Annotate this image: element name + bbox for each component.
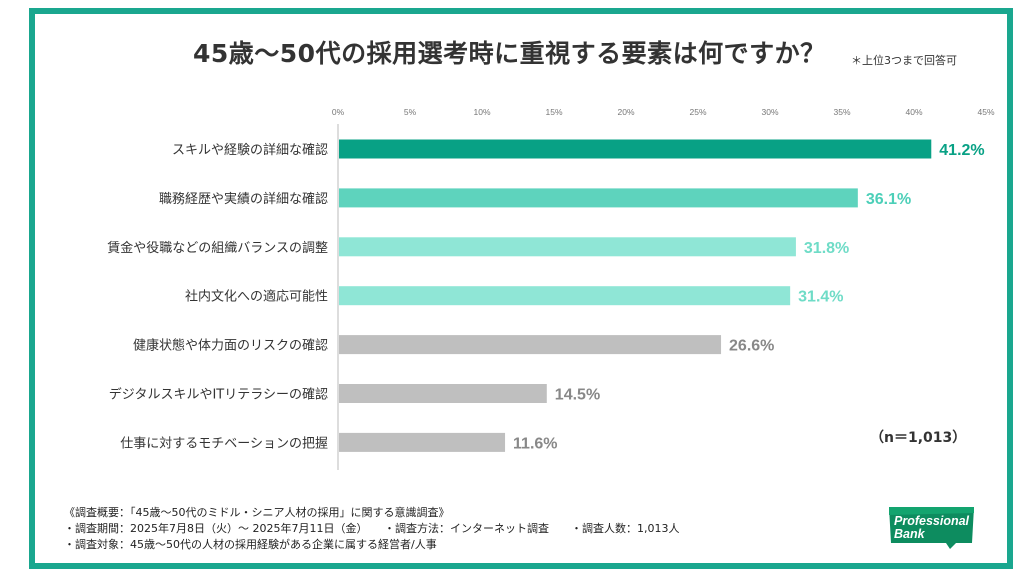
- bar: [339, 384, 547, 403]
- bar: [339, 188, 858, 208]
- category-label: 仕事に対するモチベーションの把握: [120, 436, 328, 451]
- x-tick-label: 35%: [833, 107, 850, 117]
- bar: [339, 432, 506, 452]
- footnote-line: 《調査概要：「45歳〜50代のミドル・シニア人材の採用」に関する意識調査》: [64, 506, 450, 519]
- x-tick-label: 10%: [473, 107, 490, 117]
- x-tick-label: 15%: [545, 107, 562, 117]
- x-tick-label: 30%: [761, 107, 778, 117]
- value-label: 14.5%: [555, 387, 600, 404]
- x-tick-label: 45%: [977, 107, 994, 117]
- value-label: 31.8%: [804, 240, 849, 257]
- bar: [339, 139, 932, 159]
- bar: [339, 335, 722, 355]
- category-label: スキルや経験の詳細な確認: [172, 142, 328, 158]
- x-tick-label: 5%: [404, 107, 417, 117]
- value-label: 41.2%: [939, 142, 984, 159]
- survey-footnote: 《調査概要：「45歳〜50代のミドル・シニア人材の採用」に関する意識調査》 ・調…: [64, 505, 679, 553]
- x-tick-label: 25%: [689, 107, 706, 117]
- chart-title: 45歳〜50代の採用選考時に重視する要素は何ですか？: [193, 39, 826, 68]
- value-label: 26.6%: [729, 338, 774, 355]
- category-label: デジタルスキルやITリテラシーの確認: [109, 387, 328, 403]
- category-label: 賃金や役職などの組織バランスの調整: [107, 240, 328, 256]
- x-tick-label: 40%: [905, 107, 922, 117]
- footnote-line: ・調査対象：45歳〜50代の人材の採用経験がある企業に属する経営者/人事: [64, 538, 437, 551]
- sample-size-label: （n＝1,013）: [870, 430, 967, 446]
- x-tick-label: 0%: [332, 107, 345, 117]
- value-label: 31.4%: [798, 289, 843, 306]
- category-label: 職務経歴や実績の詳細な確認: [159, 191, 328, 207]
- category-label: 健康状態や体力面のリスクの確認: [133, 338, 328, 354]
- value-label: 11.6%: [513, 435, 557, 452]
- x-tick-label: 20%: [617, 107, 634, 117]
- svg-text:Bank: Bank: [894, 527, 926, 541]
- professional-bank-logo: Professional Bank: [889, 507, 974, 549]
- footnote-line: ・調査期間：2025年7月8日（火）〜 2025年7月11日（金） ・調査方法：…: [64, 522, 680, 535]
- category-label: 社内文化への適応可能性: [185, 289, 328, 305]
- bar: [339, 286, 791, 306]
- value-label: 36.1%: [866, 191, 911, 208]
- svg-text:Professional: Professional: [894, 514, 970, 528]
- bar: [339, 237, 796, 257]
- answer-note: ＊上位3つまで回答可: [851, 54, 957, 67]
